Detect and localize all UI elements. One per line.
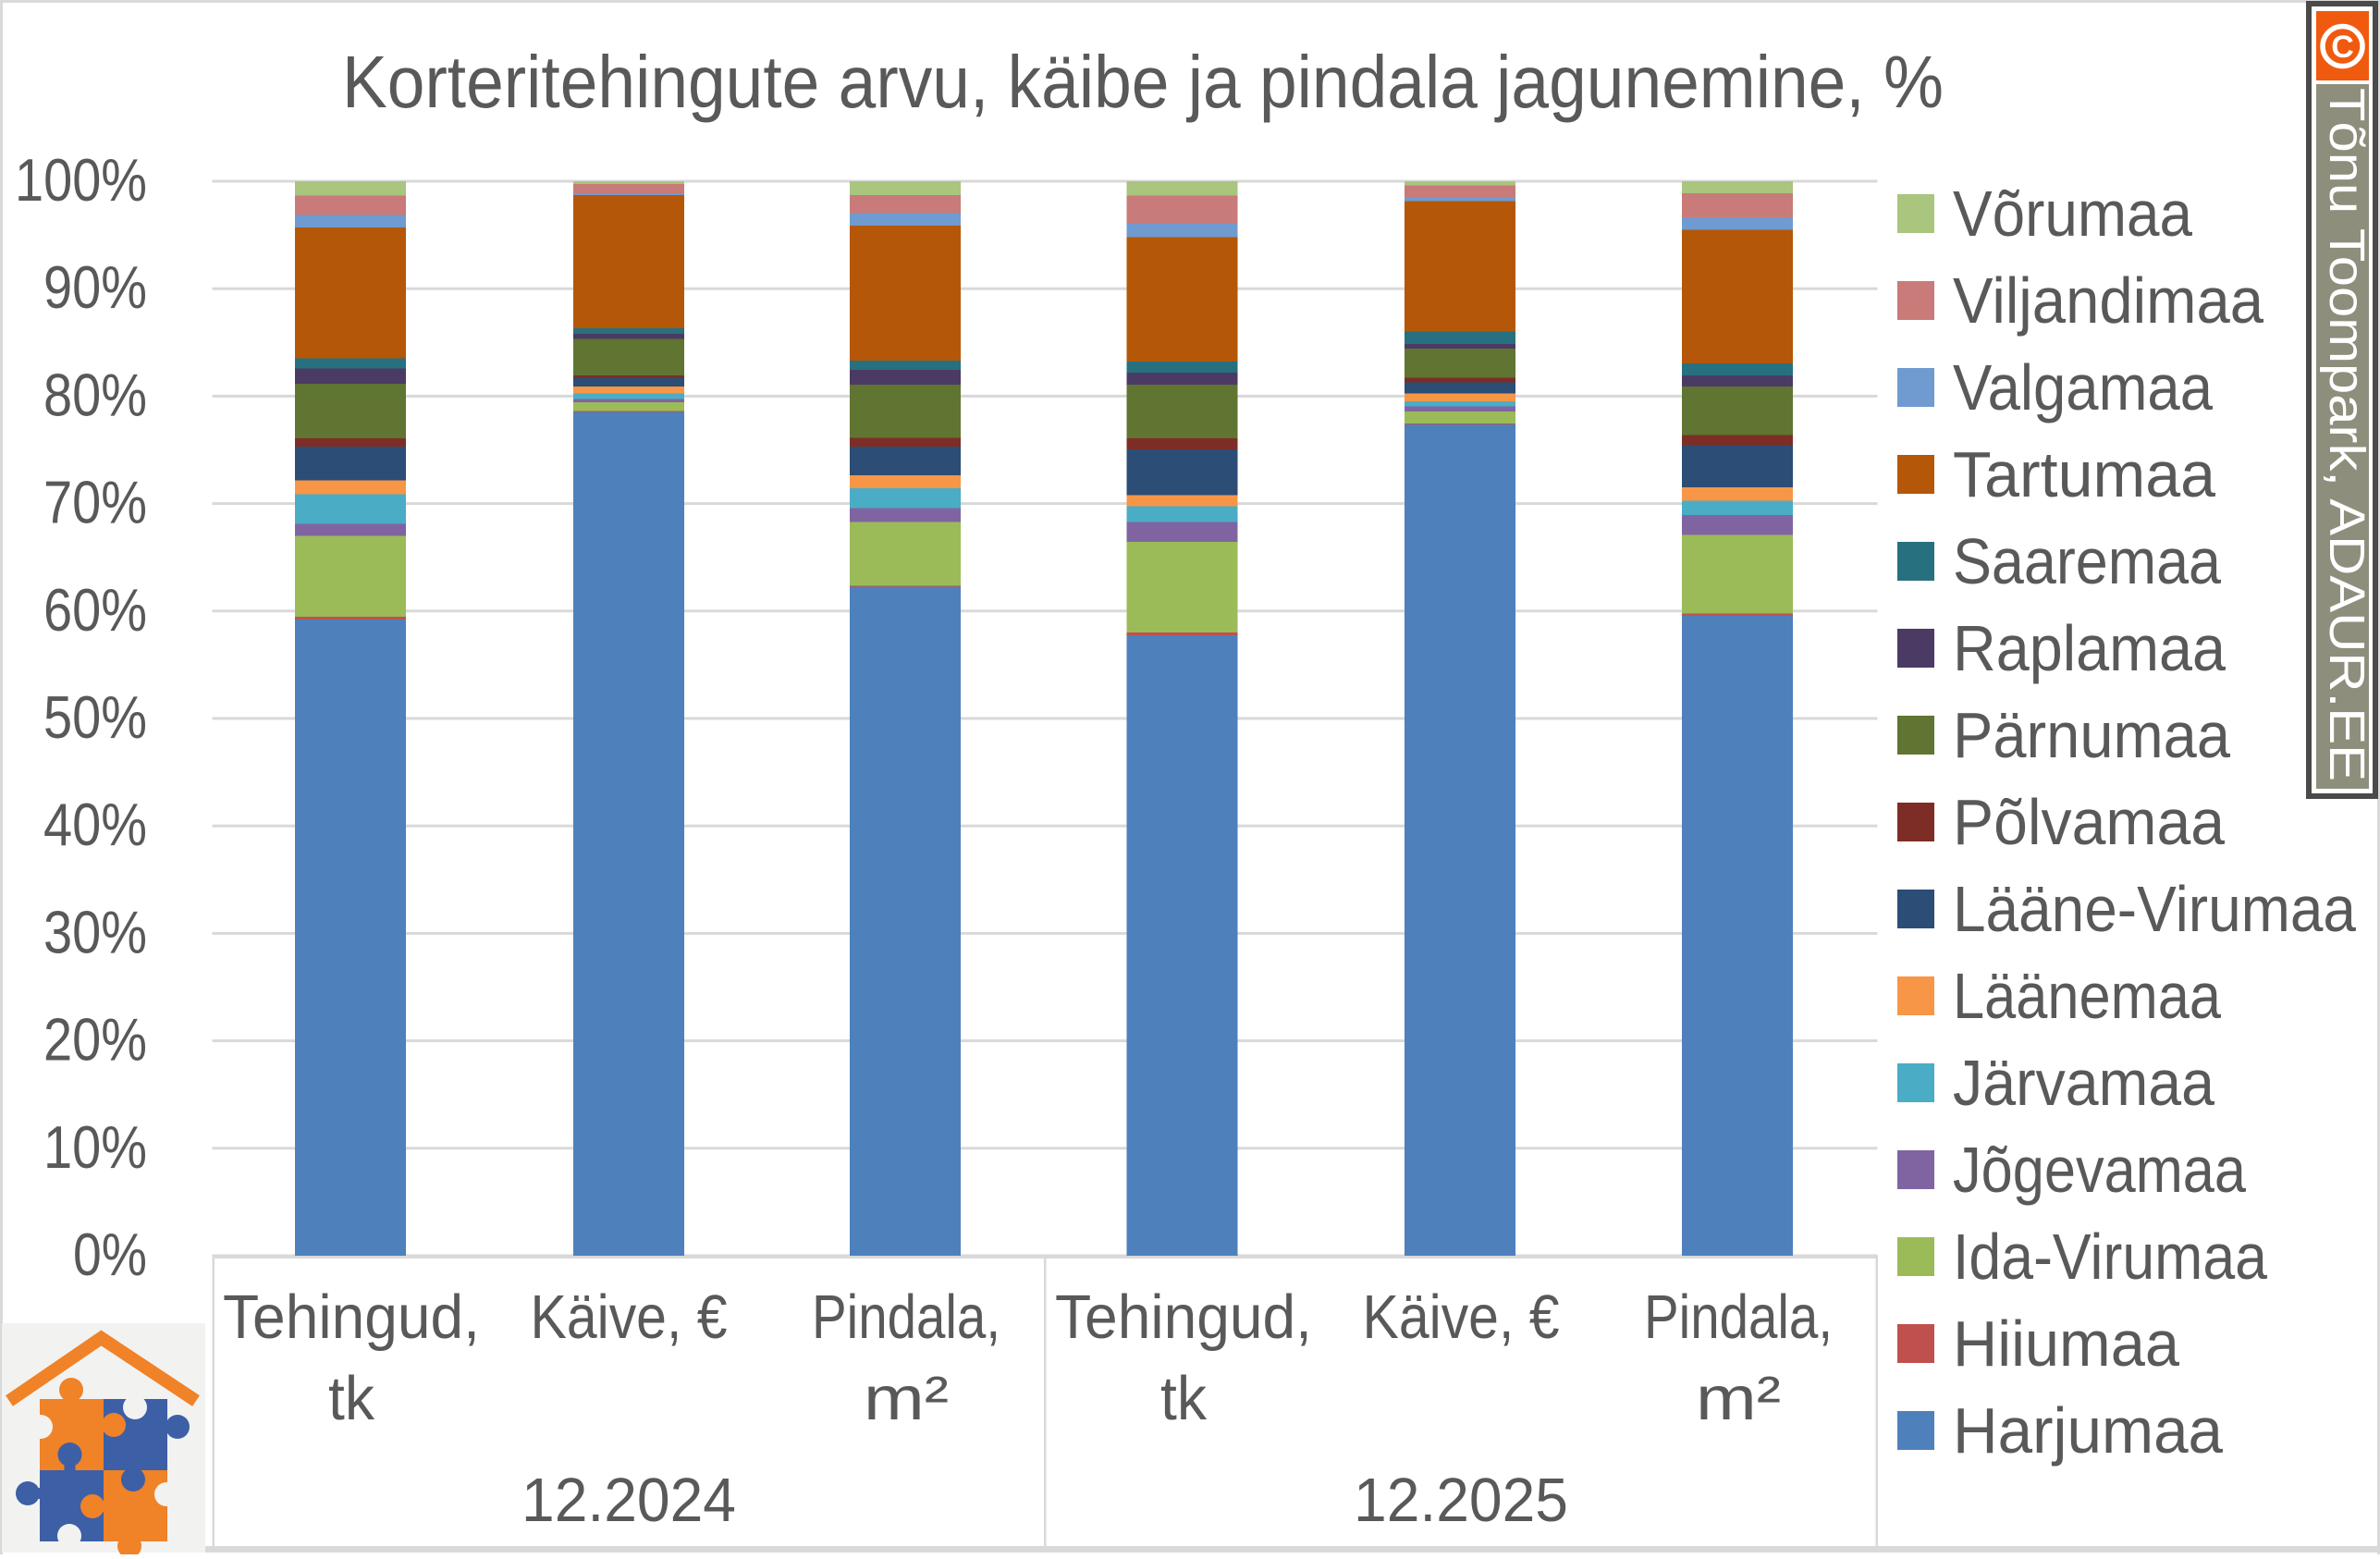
svg-text:0%: 0% <box>73 1221 147 1288</box>
svg-text:Valgamaa: Valgamaa <box>1953 351 2213 424</box>
svg-text:Ida-Virumaa: Ida-Virumaa <box>1953 1221 2267 1293</box>
svg-text:m²: m² <box>864 1364 949 1433</box>
svg-text:50%: 50% <box>43 683 147 751</box>
svg-text:Tehingud,: Tehingud, <box>223 1283 480 1352</box>
svg-text:Viljandimaa: Viljandimaa <box>1953 264 2263 337</box>
svg-text:12.2025: 12.2025 <box>1354 1466 1568 1535</box>
svg-text:90%: 90% <box>43 253 147 321</box>
svg-text:20%: 20% <box>43 1006 147 1074</box>
svg-text:100%: 100% <box>15 146 147 214</box>
svg-text:tk: tk <box>328 1364 374 1433</box>
svg-text:Käive, €: Käive, € <box>531 1283 728 1352</box>
svg-text:Harjumaa: Harjumaa <box>1953 1394 2223 1467</box>
svg-text:Hiiumaa: Hiiumaa <box>1953 1307 2179 1380</box>
svg-text:30%: 30% <box>43 898 147 965</box>
svg-text:40%: 40% <box>43 791 147 858</box>
svg-text:Võrumaa: Võrumaa <box>1953 178 2192 250</box>
svg-text:Pindala,: Pindala, <box>1644 1283 1833 1352</box>
svg-text:Järvamaa: Järvamaa <box>1953 1047 2214 1119</box>
svg-text:m²: m² <box>1696 1364 1781 1433</box>
svg-text:Käive, €: Käive, € <box>1363 1283 1560 1352</box>
svg-text:10%: 10% <box>43 1113 147 1181</box>
svg-text:Tõnu Toompark, ADAUR.EE: Tõnu Toompark, ADAUR.EE <box>2319 88 2374 781</box>
svg-text:C: C <box>2331 30 2354 65</box>
svg-text:Tehingud,: Tehingud, <box>1055 1283 1312 1352</box>
svg-text:60%: 60% <box>43 576 147 644</box>
svg-text:Pindala,: Pindala, <box>812 1283 1000 1352</box>
svg-text:Läänemaa: Läänemaa <box>1953 960 2221 1032</box>
svg-text:Tartumaa: Tartumaa <box>1953 438 2215 510</box>
svg-text:tk: tk <box>1160 1364 1207 1433</box>
svg-text:80%: 80% <box>43 361 147 428</box>
svg-text:Korteritehingute arvu, käibe j: Korteritehingute arvu, käibe ja pindala … <box>342 41 1944 123</box>
svg-text:Lääne-Virumaa: Lääne-Virumaa <box>1953 873 2356 945</box>
svg-text:70%: 70% <box>43 469 147 536</box>
svg-text:Raplamaa: Raplamaa <box>1953 612 2226 684</box>
svg-text:Pärnumaa: Pärnumaa <box>1953 699 2230 771</box>
svg-text:Põlvamaa: Põlvamaa <box>1953 786 2225 858</box>
svg-text:Saaremaa: Saaremaa <box>1953 525 2221 597</box>
svg-text:Jõgevamaa: Jõgevamaa <box>1953 1134 2246 1206</box>
svg-text:12.2024: 12.2024 <box>521 1466 736 1535</box>
